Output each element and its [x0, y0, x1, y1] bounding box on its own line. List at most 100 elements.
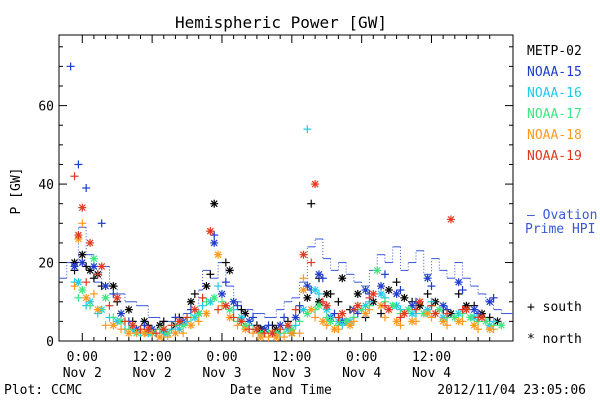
south-plus-marker — [276, 325, 285, 334]
south-plus-marker — [474, 325, 483, 334]
south-plus-marker — [198, 301, 207, 310]
south-plus-marker — [380, 270, 389, 279]
x-tick-label-time: 12:00 — [412, 350, 451, 365]
north-star-marker — [86, 238, 95, 247]
south-plus-marker — [210, 231, 219, 240]
south-plus-marker — [322, 321, 331, 330]
legend-entry: METP-02 — [527, 44, 582, 59]
legend-entry: NOAA-19 — [527, 149, 582, 164]
south-plus-marker — [190, 289, 199, 298]
north-star-marker — [361, 286, 370, 294]
south-plus-marker — [206, 270, 215, 279]
north-star-marker — [346, 321, 355, 330]
y-axis-label: P [GW] — [9, 168, 24, 215]
north-star-marker — [109, 282, 118, 291]
north-star-marker — [408, 317, 417, 326]
north-star-marker — [202, 282, 211, 291]
x-tick-label-date: Nov 2 — [63, 366, 102, 381]
x-tick-label-time: 0:00 — [206, 350, 237, 365]
south-plus-marker — [427, 301, 436, 310]
south-plus-marker — [70, 282, 79, 291]
north-star-marker — [214, 250, 223, 259]
south-plus-marker — [245, 325, 254, 334]
legend-entry: NOAA-17 — [527, 107, 582, 122]
south-plus-marker — [78, 219, 87, 228]
y-tick-label: 20 — [38, 257, 54, 272]
south-plus-marker — [396, 313, 405, 322]
north-star-marker — [377, 289, 386, 298]
north-star-marker — [101, 293, 110, 302]
south-plus-marker — [89, 289, 98, 298]
y-tick-label: 0 — [46, 335, 54, 350]
x-tick-label-date: Nov 4 — [342, 366, 381, 381]
x-tick-label-time: 12:00 — [272, 350, 311, 365]
north-star-marker — [89, 254, 98, 263]
north-star-marker — [477, 313, 486, 322]
south-plus-marker — [70, 172, 79, 181]
north-star-marker — [78, 258, 87, 267]
north-star-marker — [435, 305, 444, 314]
ovation-legend-line2: Prime HPI — [525, 222, 595, 237]
north-star-marker — [439, 317, 448, 326]
south-plus-marker — [427, 282, 436, 291]
south-plus-marker — [489, 293, 498, 302]
south-plus-marker — [443, 309, 452, 318]
south-plus-marker — [198, 293, 207, 302]
south-plus-marker — [163, 333, 172, 342]
south-plus-marker — [443, 321, 452, 330]
chart-title: Hemispheric Power [GW] — [175, 13, 387, 32]
south-plus-marker — [249, 313, 258, 322]
south-plus-marker — [485, 313, 494, 322]
north-star-marker — [314, 301, 323, 310]
north-star-marker — [117, 309, 126, 318]
y-tick-label: 40 — [38, 178, 54, 193]
south-plus-marker — [66, 62, 75, 71]
south-plus-marker — [159, 317, 168, 326]
south-plus-marker — [233, 321, 242, 330]
south-plus-marker — [353, 309, 362, 318]
north-star-marker — [446, 215, 455, 224]
south-plus-marker — [214, 282, 223, 291]
south-plus-marker — [82, 262, 91, 271]
north-star-marker — [171, 329, 180, 338]
north-star-marker — [175, 317, 184, 326]
south-plus-marker — [74, 160, 83, 169]
north-star-marker — [124, 305, 133, 314]
plot-frame — [58, 34, 514, 342]
south-plus-marker — [318, 297, 327, 306]
north-star-marker — [307, 305, 316, 314]
south-plus-marker — [152, 329, 161, 338]
south-plus-marker — [264, 321, 273, 330]
north-star-marker — [252, 325, 261, 334]
north-star-marker — [144, 325, 153, 334]
north-star-marker — [210, 199, 219, 208]
south-plus-marker — [380, 313, 389, 322]
north-star-marker — [268, 329, 277, 338]
north-star-marker — [70, 262, 79, 271]
south-plus-marker — [194, 317, 203, 326]
legend-entry: NOAA-18 — [527, 128, 582, 143]
south-plus-marker — [237, 305, 246, 314]
north-star-marker — [74, 231, 83, 240]
x-tick-label-time: 12:00 — [133, 350, 172, 365]
south-plus-marker — [411, 305, 420, 314]
north-star-marker — [384, 286, 393, 294]
north-star-marker — [206, 227, 215, 236]
x-tick-label-time: 0:00 — [346, 350, 377, 365]
south-plus-marker — [109, 313, 118, 322]
ovation-legend-line1: – Ovation — [527, 208, 597, 223]
north-star-marker — [186, 321, 195, 330]
north-star-marker — [338, 274, 347, 283]
north-star-marker — [322, 301, 331, 310]
north-star-marker — [400, 293, 409, 302]
south-plus-marker — [97, 219, 106, 228]
north-star-marker — [415, 297, 424, 306]
south-plus-marker — [295, 317, 304, 326]
south-plus-marker — [260, 329, 269, 338]
north-star-marker — [330, 325, 339, 334]
south-plus-marker — [458, 286, 467, 294]
north-star-marker — [326, 317, 335, 326]
south-plus-marker — [101, 321, 110, 330]
south-plus-marker — [136, 325, 145, 334]
south-plus-marker — [314, 289, 323, 298]
